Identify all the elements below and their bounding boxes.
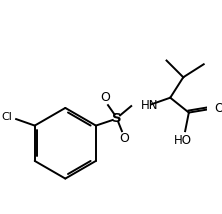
Text: O: O xyxy=(214,102,222,115)
Text: HO: HO xyxy=(174,134,192,147)
Text: S: S xyxy=(111,112,121,125)
Text: Cl: Cl xyxy=(2,112,12,122)
Text: HN: HN xyxy=(141,99,158,112)
Text: O: O xyxy=(119,132,129,145)
Text: O: O xyxy=(100,91,110,104)
